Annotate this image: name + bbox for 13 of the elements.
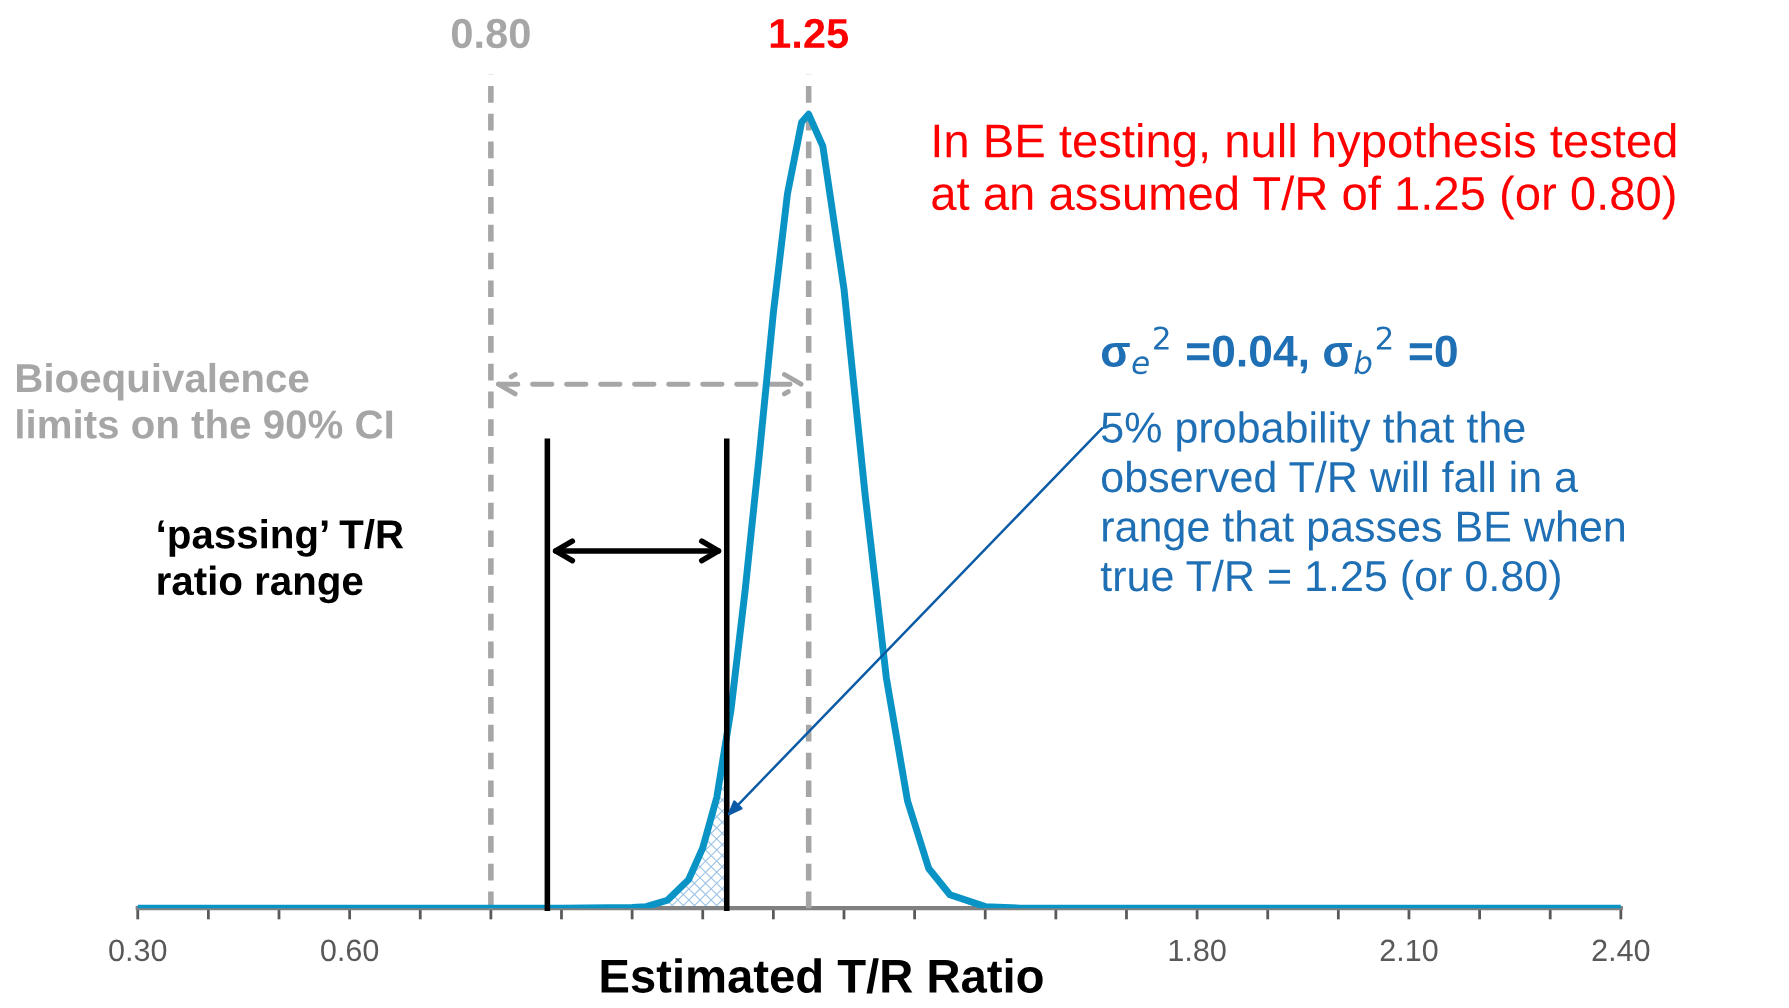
ref-line-label: 0.80 xyxy=(451,18,530,49)
x-tick-label: 2.40 xyxy=(1592,939,1650,962)
annotation: ‘passing’ T/R ratio range xyxy=(158,519,404,604)
annotation: σ$_{e}$$^{2}$ =0.04, σ$_{b}$$^{2}$ =0 xyxy=(1101,326,1457,375)
annotation: 5% probability that the observed T/R will fall in a range that passes BE when true T/R = 1.25 (or 0.80) xyxy=(1100,411,1625,600)
ref-line-label: 1.25 xyxy=(770,18,849,49)
x-tick-label: 0.60 xyxy=(321,939,379,962)
annotation: In BE testing, null hypothesis tested at an assumed T/R of 1.25 (or 0.80) xyxy=(932,122,1676,220)
x-tick-label: 0.30 xyxy=(109,939,167,962)
x-tick-label: 1.80 xyxy=(1169,939,1226,962)
x-tick-label: 2.10 xyxy=(1380,939,1438,962)
x-axis-title: Estimated T/R Ratio xyxy=(601,958,1043,994)
annotation: Bioequivalence limits on the 90% CI xyxy=(17,362,393,439)
